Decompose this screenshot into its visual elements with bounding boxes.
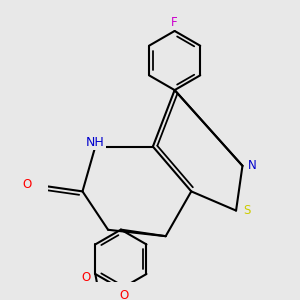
- Text: F: F: [171, 16, 178, 29]
- Text: S: S: [243, 204, 250, 217]
- Text: N: N: [248, 159, 257, 172]
- Text: O: O: [120, 289, 129, 300]
- Text: NH: NH: [86, 136, 105, 149]
- Text: O: O: [23, 178, 32, 191]
- Text: O: O: [82, 271, 91, 284]
